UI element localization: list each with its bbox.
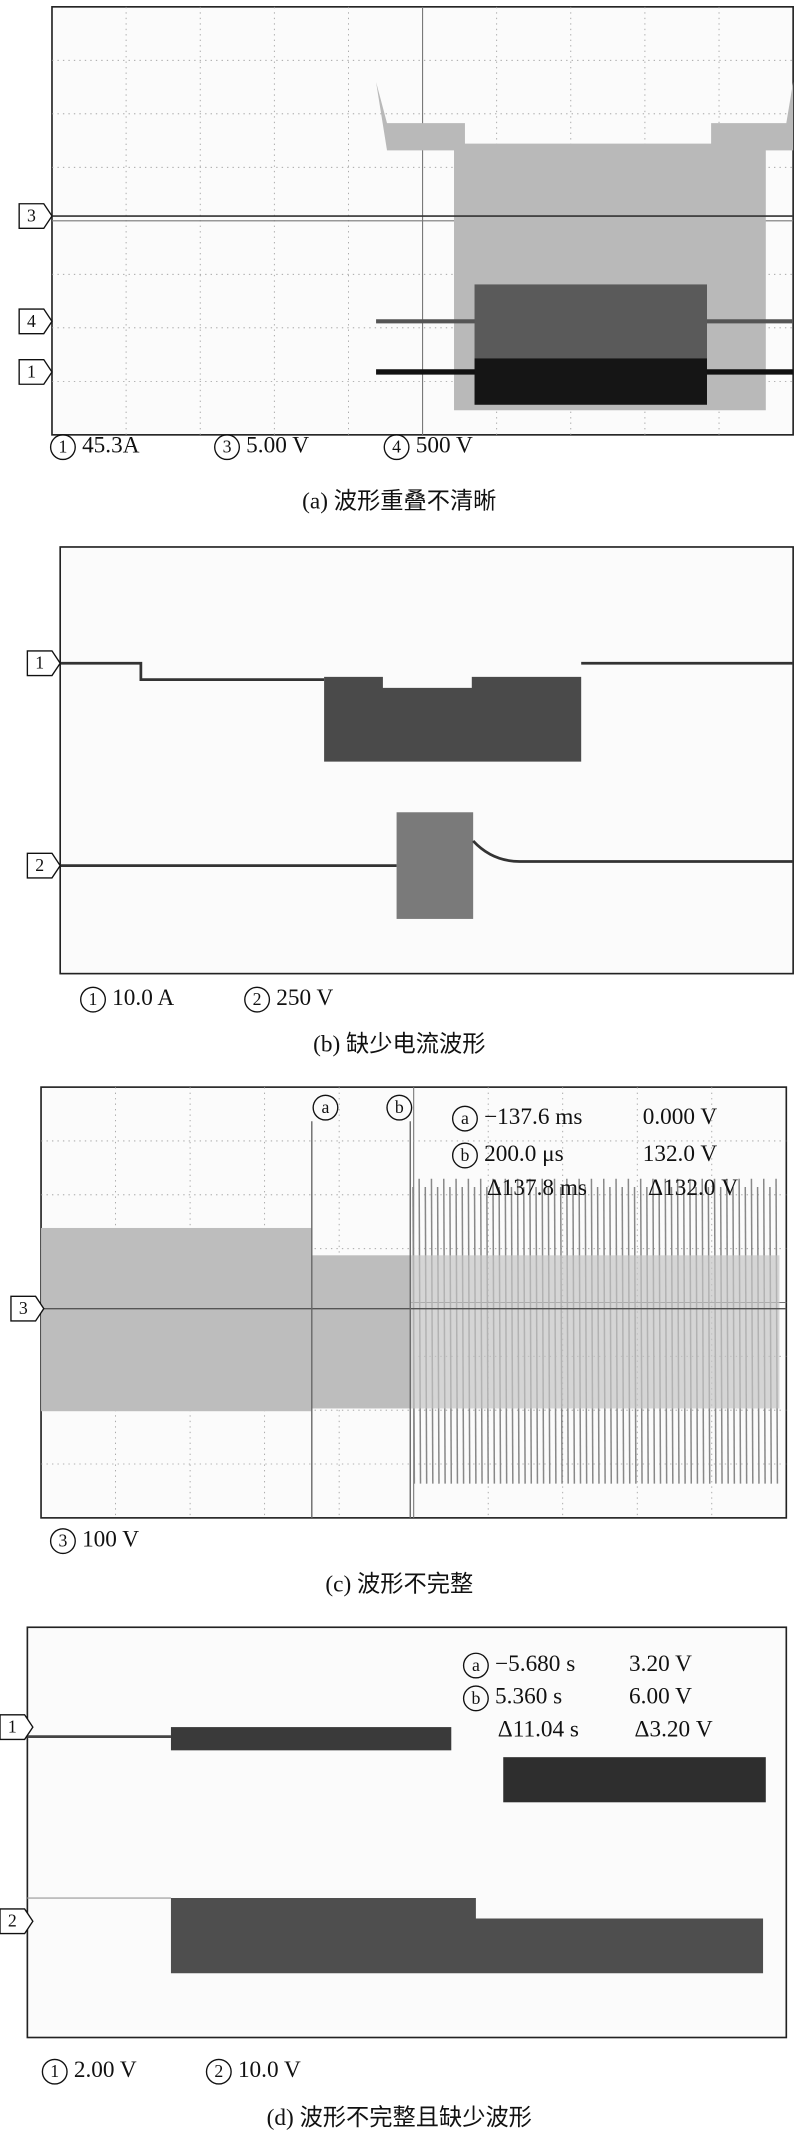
circled-label: b: [395, 1097, 404, 1117]
circled-label: 2: [253, 989, 262, 1009]
circled-marker: [462, 1685, 489, 1712]
delta-time: Δ137.8 ms: [487, 1175, 587, 1201]
circled-marker: [462, 1652, 489, 1679]
circled-marker: [451, 1142, 478, 1169]
cursor-time: 5.360 s: [495, 1684, 562, 1710]
cursor-time: 200.0 μs: [484, 1141, 564, 1167]
waveform: [170, 1898, 764, 1974]
scale-value: 10.0 V: [238, 2057, 301, 2083]
circled-marker: [244, 986, 271, 1013]
circled-marker: [80, 986, 106, 1013]
scale-value: 5.00 V: [246, 432, 309, 458]
panel-d: [26, 1626, 788, 2039]
circled-label: a: [472, 1655, 480, 1675]
scale-value: 500 V: [416, 432, 473, 458]
circled-marker: [49, 1528, 76, 1555]
channel-marker-label: 4: [27, 311, 36, 331]
cursor-voltage: 132.0 V: [643, 1141, 718, 1167]
channel-marker: [18, 308, 53, 335]
channel-marker: [18, 203, 53, 230]
circled-marker: [205, 2058, 232, 2085]
waveform: [324, 676, 582, 762]
cursor-time: −137.6 ms: [484, 1104, 582, 1130]
channel-marker-label: 3: [27, 206, 36, 226]
channel-marker: [0, 1908, 34, 1935]
waveform: [311, 1255, 411, 1409]
channel-marker-label: 1: [27, 361, 36, 381]
delta-voltage: Δ3.20 V: [635, 1717, 713, 1743]
caption: (b) 缺少电流波形: [313, 1031, 485, 1057]
waveform: [410, 1178, 780, 1484]
channel-marker: [26, 852, 62, 879]
scale-value: 2.00 V: [74, 2057, 137, 2083]
oscillation-band: [410, 1255, 780, 1409]
caption: (c) 波形不完整: [325, 1572, 473, 1598]
circled-marker: [41, 2058, 68, 2085]
circled-label: b: [471, 1688, 480, 1708]
channel-marker-label: 1: [35, 653, 44, 673]
circled-label: 2: [214, 2061, 223, 2081]
channel-marker-label: 2: [35, 855, 44, 875]
circled-label: a: [322, 1097, 330, 1117]
cursor-voltage: 3.20 V: [629, 1651, 692, 1677]
waveform: [396, 812, 474, 919]
channel-marker: [18, 358, 53, 385]
channel-marker: [10, 1295, 45, 1322]
scale-value: 100 V: [82, 1526, 139, 1552]
cursor-voltage: 0.000 V: [643, 1104, 718, 1130]
circled-label: 3: [58, 1531, 67, 1551]
waveform: [474, 358, 707, 405]
channel-marker: [0, 1714, 34, 1741]
circled-label: 1: [50, 2061, 59, 2081]
circled-label: 4: [392, 437, 401, 457]
circled-label: 3: [223, 437, 232, 457]
panel-a: [51, 6, 794, 436]
channel-marker-label: 2: [8, 1911, 17, 1931]
waveform: [41, 1227, 312, 1412]
circled-label: b: [461, 1145, 470, 1165]
circled-marker: [312, 1094, 339, 1121]
circled-marker: [214, 434, 241, 461]
circled-marker: [383, 434, 410, 461]
circled-label: 1: [89, 989, 98, 1009]
cursor-voltage: 6.00 V: [629, 1684, 692, 1710]
trace: [472, 840, 794, 863]
circled-label: a: [461, 1108, 469, 1128]
scale-value: 10.0 A: [112, 985, 174, 1011]
channel-marker-label: 3: [19, 1298, 28, 1318]
scale-value: 45.3A: [82, 432, 140, 458]
delta-time: Δ11.04 s: [498, 1717, 579, 1743]
trace: [60, 661, 325, 681]
caption: (d) 波形不完整且缺少波形: [267, 2105, 532, 2131]
delta-voltage: Δ132.0 V: [648, 1175, 738, 1201]
circled-marker: [451, 1105, 478, 1132]
scale-value: 250 V: [276, 985, 333, 1011]
cursor-time: −5.680 s: [495, 1651, 575, 1677]
caption: (a) 波形重叠不清晰: [302, 489, 496, 515]
circled-marker: [386, 1094, 413, 1121]
waveform: [503, 1757, 766, 1803]
panel-b: [59, 546, 794, 975]
channel-marker-label: 1: [8, 1717, 17, 1737]
circled-label: 1: [58, 437, 67, 457]
channel-marker: [26, 650, 62, 677]
waveform: [170, 1727, 452, 1751]
panel-c: [40, 1086, 788, 1519]
circled-marker: [49, 434, 76, 461]
waveform: [474, 284, 707, 359]
